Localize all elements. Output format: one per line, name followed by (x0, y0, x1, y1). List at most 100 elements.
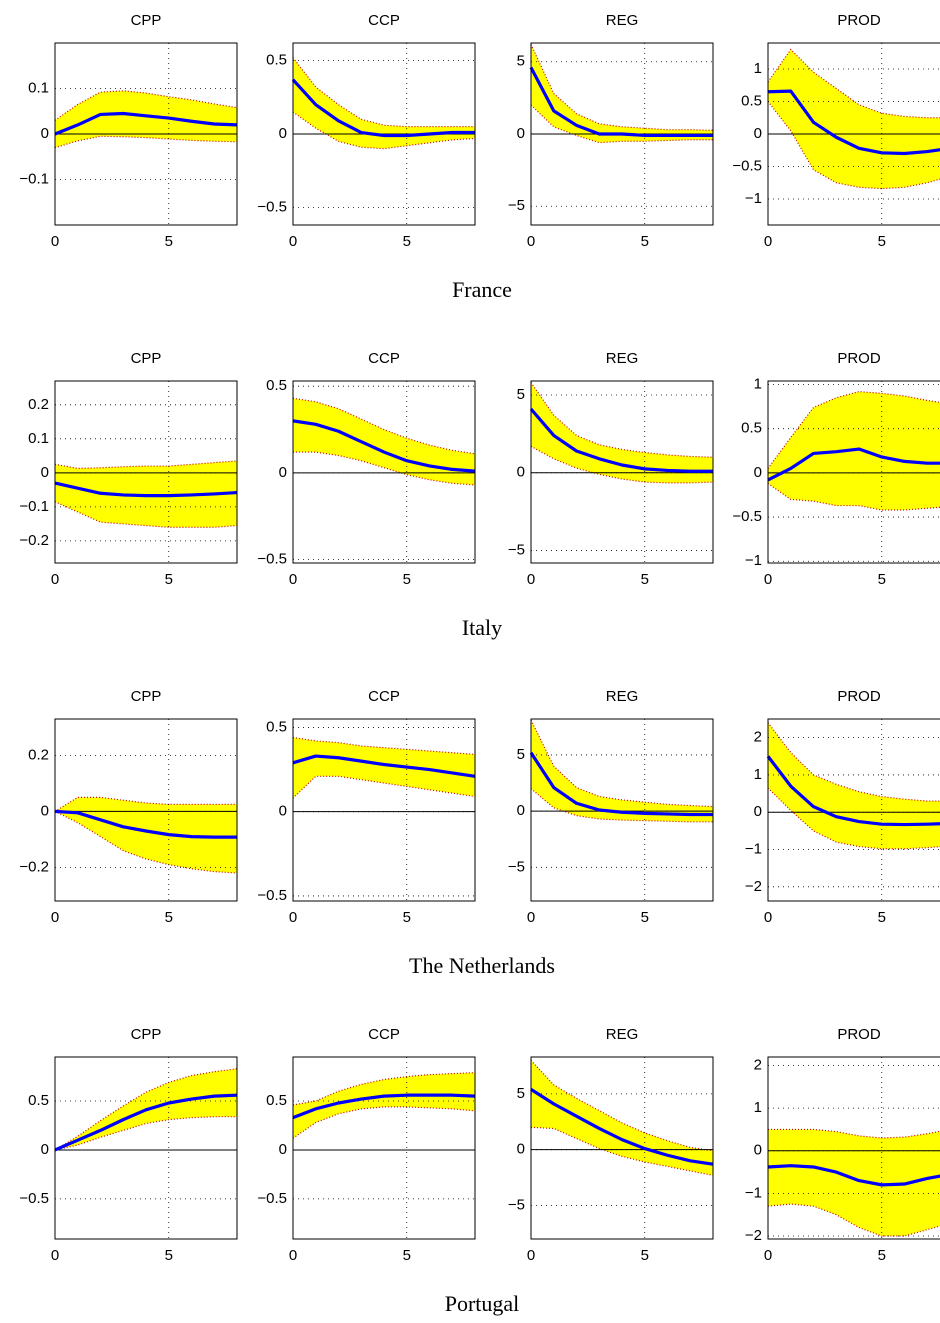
y-tick-label: 0.2 (28, 746, 49, 763)
response-line (292, 754, 476, 778)
panel-title: PROD (837, 688, 881, 705)
x-tick-label: 0 (527, 1247, 535, 1264)
y-tick-label: −5 (508, 542, 525, 559)
x-tick-label: 5 (878, 909, 886, 926)
y-tick-label: 0.2 (28, 396, 49, 413)
panel-title: REG (606, 1026, 639, 1043)
panel-title: CCP (368, 1026, 400, 1043)
plot-frame (767, 718, 940, 902)
y-tick-label: 2 (754, 729, 762, 746)
x-tick-label: 5 (641, 571, 649, 588)
y-tick-label: 1 (754, 766, 762, 783)
response-line (767, 1164, 940, 1187)
y-tick-label: −0.2 (19, 858, 49, 875)
y-tick-label: 0.5 (741, 92, 762, 109)
x-tick-label: 0 (289, 571, 297, 588)
y-tick-label: 0.1 (28, 430, 49, 447)
y-tick-label: 5 (517, 53, 525, 70)
upper-bound (530, 1059, 714, 1152)
panel-title: CPP (131, 12, 162, 29)
x-tick-label: 5 (403, 233, 411, 250)
panel: CCP−0.500.50 5 (257, 688, 476, 926)
confidence-band (531, 1060, 713, 1176)
y-tick-label: 0 (517, 125, 525, 142)
response-line (766, 755, 940, 827)
y-tick-label: −0.5 (19, 1190, 49, 1207)
y-tick-label: 0 (754, 1142, 762, 1159)
y-tick-label: −1 (745, 190, 762, 207)
lower-bound (530, 788, 713, 823)
plot-frame (530, 718, 714, 902)
confidence-band (531, 720, 713, 822)
plot-frame (292, 1056, 476, 1240)
lower-bound (293, 451, 476, 486)
y-tick-label: 0 (41, 1141, 49, 1158)
x-tick-label: 0 (51, 233, 59, 250)
x-tick-label: 5 (403, 909, 411, 926)
y-tick-label: 1 (754, 1099, 762, 1116)
y-tick-label: 0.5 (266, 718, 287, 735)
panel: CCP−0.500.50 5 (257, 12, 476, 250)
response-line (529, 751, 713, 817)
plot-frame (54, 42, 238, 226)
confidence-band (768, 722, 940, 849)
y-tick-label: 0.5 (266, 1092, 287, 1109)
panel: PROD −2 −1 0 1 2 0 5 (745, 688, 940, 926)
y-tick-label: −1 (745, 552, 762, 569)
confidence-band (531, 382, 713, 483)
y-tick-label: 5 (517, 1085, 525, 1102)
y-tick-label: 0 (279, 1141, 287, 1158)
panel: REG −5 0 5 0 5 (508, 1026, 714, 1264)
y-tick-label: 1 (754, 376, 762, 393)
y-tick-label: 0 (517, 1141, 525, 1158)
lower-bound (530, 1126, 714, 1176)
x-tick-label: 0 (764, 909, 772, 926)
lower-bound (767, 482, 940, 511)
confidence-band (768, 1129, 940, 1237)
y-tick-label: −5 (508, 858, 525, 875)
response-line (767, 89, 940, 156)
lower-bound (292, 111, 476, 150)
plot-frame (54, 1056, 238, 1240)
response-line (54, 809, 237, 839)
plot-frame (767, 1056, 940, 1240)
confidence-band (293, 737, 475, 799)
x-tick-label: 0 (289, 909, 297, 926)
panel-title: CPP (131, 350, 162, 367)
panel: PROD −2 −1 0 1 2 0 5 (745, 1026, 940, 1264)
confidence-band (293, 398, 475, 485)
y-tick-label: 0 (754, 464, 762, 481)
upper-bound (54, 1068, 238, 1151)
panel-title: REG (606, 12, 639, 29)
y-tick-label: −5 (508, 1196, 525, 1213)
y-tick-label: −0.5 (732, 157, 762, 174)
y-tick-label: 0 (41, 464, 49, 481)
upper-bound (292, 736, 476, 755)
response-line (529, 66, 713, 138)
x-tick-label: 5 (878, 571, 886, 588)
response-line (530, 1088, 714, 1166)
response-line (292, 1093, 476, 1120)
panel-title: PROD (837, 350, 881, 367)
response-line (529, 407, 713, 473)
y-tick-label: −0.5 (257, 1190, 287, 1207)
lower-bound (54, 135, 238, 149)
y-tick-label: −1 (745, 1184, 762, 1201)
confidence-band (768, 49, 940, 189)
y-tick-label: −0.5 (732, 508, 762, 525)
panel-title: CPP (131, 1026, 162, 1043)
x-tick-label: 0 (51, 909, 59, 926)
country-caption: Italy (462, 615, 502, 640)
y-tick-label: −0.5 (257, 198, 287, 215)
panel-title: PROD (837, 12, 881, 29)
response-line (291, 78, 475, 138)
y-tick-label: 0.1 (28, 79, 49, 96)
y-tick-label: 0 (41, 125, 49, 142)
plot-frame (530, 380, 714, 564)
country-caption: The Netherlands (409, 953, 555, 978)
response-line (292, 419, 476, 473)
upper-bound (530, 44, 714, 131)
panel: PROD −1 −0.5 0 0.5 1 0 5 (732, 350, 940, 588)
upper-bound (292, 57, 475, 128)
